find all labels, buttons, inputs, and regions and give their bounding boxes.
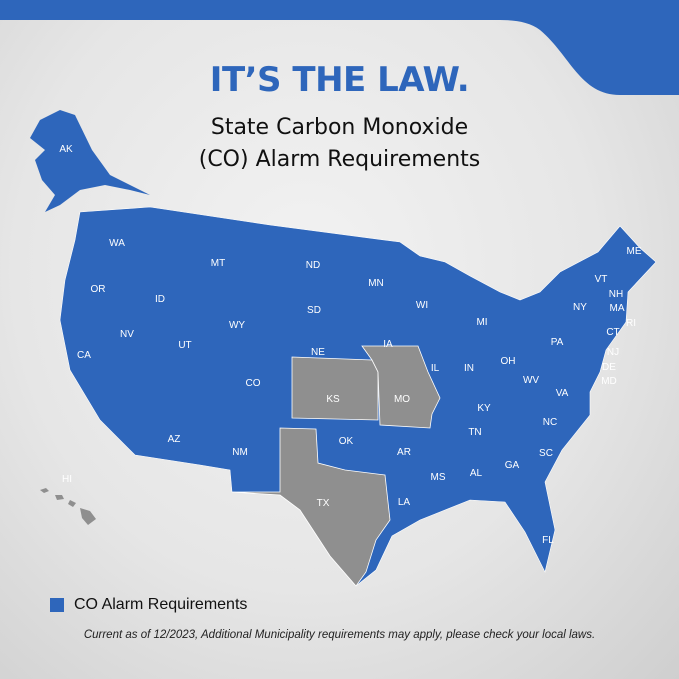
state-label-mt: MT [211, 258, 225, 269]
state-label-or: OR [91, 284, 106, 295]
state-label-ms: MS [431, 472, 446, 483]
state-label-ny: NY [573, 302, 587, 313]
state-label-ky: KY [477, 403, 491, 414]
state-label-mo: MO [394, 394, 410, 405]
state-label-sd: SD [307, 305, 321, 316]
subtitle: State Carbon Monoxide (CO) Alarm Require… [0, 112, 679, 176]
state-label-id: ID [155, 294, 165, 305]
state-label-ri: RI [626, 318, 636, 329]
state-label-ok: OK [339, 436, 354, 447]
subtitle-line-2: (CO) Alarm Requirements [198, 147, 481, 172]
footnote: Current as of 12/2023, Additional Munici… [83, 629, 596, 641]
state-label-az: AZ [168, 434, 181, 445]
state-label-mi: MI [476, 317, 487, 328]
state-label-nm: NM [232, 447, 248, 458]
state-shape-hi [40, 488, 96, 525]
state-label-nh: NH [609, 289, 623, 300]
state-label-wa: WA [109, 238, 125, 249]
state-label-il: IL [431, 363, 440, 374]
state-shape-tx [231, 427, 391, 587]
state-label-nv: NV [120, 329, 134, 340]
header-band [0, 0, 679, 95]
state-label-md: MD [601, 376, 617, 387]
state-shape-mo [361, 345, 441, 429]
state-label-ct: CT [606, 327, 619, 338]
state-label-la: LA [398, 497, 411, 508]
state-label-fl: FL [542, 535, 554, 546]
state-shape-ks [291, 356, 379, 421]
state-label-va: VA [556, 388, 569, 399]
state-label-vt: VT [595, 274, 608, 285]
state-label-oh: OH [501, 356, 516, 367]
state-label-in: IN [464, 363, 474, 374]
state-label-wv: WV [523, 375, 539, 386]
state-label-al: AL [470, 468, 483, 479]
state-label-nd: ND [306, 260, 320, 271]
state-label-ut: UT [178, 340, 191, 351]
state-label-ca: CA [77, 350, 91, 361]
state-label-ak: AK [59, 144, 73, 155]
state-label-ks: KS [326, 394, 340, 405]
alaska-shape [30, 110, 150, 212]
state-label-ma: MA [610, 303, 625, 314]
legend-label: CO Alarm Requirements [74, 596, 248, 613]
state-label-sc: SC [539, 448, 553, 459]
state-label-ia: IA [383, 339, 393, 350]
headline: IT’S THE LAW. [209, 60, 470, 100]
state-label-ar: AR [397, 447, 411, 458]
state-label-mn: MN [368, 278, 384, 289]
state-label-pa: PA [551, 337, 564, 348]
state-label-wy: WY [229, 320, 245, 331]
state-label-me: ME [627, 246, 642, 257]
state-label-tn: TN [468, 427, 481, 438]
state-label-ga: GA [505, 460, 520, 471]
state-label-ne: NE [311, 347, 325, 358]
state-label-nc: NC [543, 417, 557, 428]
state-label-hi: HI [62, 474, 72, 485]
state-label-de: DE [602, 362, 616, 373]
subtitle-line-1: State Carbon Monoxide [210, 115, 469, 140]
state-label-nj: NJ [607, 347, 619, 358]
legend: CO Alarm Requirements [50, 596, 247, 614]
legend-swatch [50, 598, 64, 612]
state-label-wi: WI [416, 300, 428, 311]
state-label-tx: TX [317, 498, 330, 509]
state-label-co: CO [246, 378, 261, 389]
